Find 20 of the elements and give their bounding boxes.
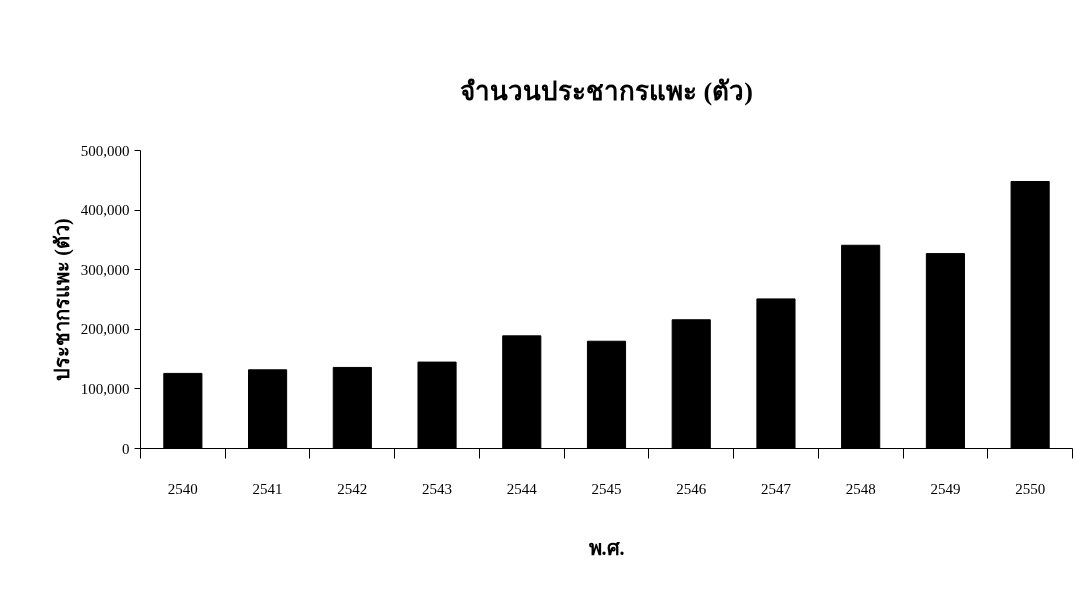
x-tick-label: 2546 bbox=[676, 480, 707, 497]
x-tick-label: 2540 bbox=[167, 480, 198, 497]
y-tick-label: 200,000 bbox=[80, 321, 130, 338]
y-tick-label: 500,000 bbox=[80, 142, 130, 159]
x-tick-label: 2550 bbox=[1015, 480, 1046, 497]
y-tick-label: 0 bbox=[122, 440, 130, 457]
x-tick-label: 2541 bbox=[252, 480, 283, 497]
x-tick-label: 2544 bbox=[506, 480, 538, 497]
x-tick-label: 2547 bbox=[760, 480, 792, 497]
y-tick-label: 400,000 bbox=[80, 202, 130, 219]
y-tick-label: 300,000 bbox=[80, 261, 130, 278]
y-tick-label: 100,000 bbox=[80, 380, 130, 397]
chart-title: จำนวนประชากรแพะ (ตัว) bbox=[460, 76, 753, 106]
y-axis-title: ประชากรแพะ (ตัว) bbox=[50, 218, 74, 381]
x-axis-title: พ.ศ. bbox=[588, 536, 625, 559]
x-tick-label: 2548 bbox=[845, 480, 876, 497]
x-tick-label: 2542 bbox=[337, 480, 368, 497]
x-tick-label: 2543 bbox=[422, 480, 453, 497]
x-tick-label: 2549 bbox=[930, 480, 961, 497]
x-tick-label: 2545 bbox=[591, 480, 622, 497]
